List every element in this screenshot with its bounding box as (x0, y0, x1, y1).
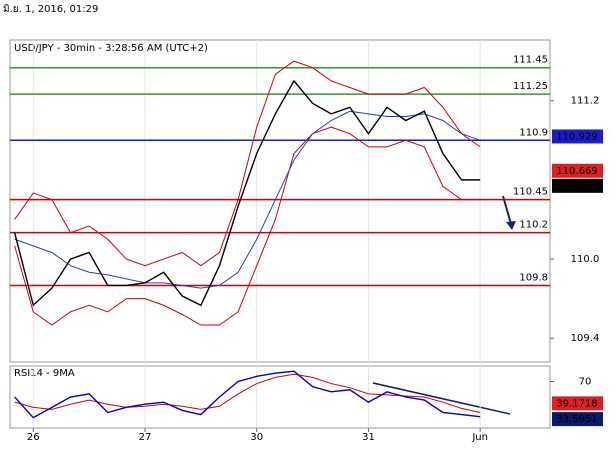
rsi-title: RSI14 - 9MA (14, 368, 75, 379)
forecast-arrow-head (506, 221, 516, 230)
price-badge (552, 178, 603, 193)
x-tick-label: 27 (139, 432, 152, 443)
level-label: 111.25 (513, 81, 548, 92)
series-line (14, 60, 481, 267)
x-tick-label: Jun (471, 432, 488, 443)
x-tick-label: 31 (362, 432, 375, 443)
level-label: 110.45 (513, 187, 548, 198)
y-tick-label: 110.0 (571, 254, 600, 265)
y-tick-label: 70 (579, 377, 592, 388)
x-tick-label: 30 (250, 432, 263, 443)
series-line (14, 370, 481, 419)
header-date: มิ.ย. 1, 2016, 01:29 (3, 4, 98, 15)
level-label: 110.2 (519, 220, 548, 231)
level-label: 110.9 (519, 127, 548, 138)
price-badge-label: 110.555 (556, 181, 597, 192)
rsi-panel (9, 365, 551, 429)
rsi-trend-line (372, 382, 511, 415)
y-tick-label: 109.4 (571, 333, 600, 344)
main-panel (9, 39, 551, 363)
series-line (14, 110, 481, 289)
y-tick-label: 111.2 (571, 96, 600, 107)
price-badge (552, 396, 603, 411)
price-badge-label: 33.5951 (556, 414, 597, 425)
price-badge-label: 110.669 (556, 166, 597, 177)
level-label: 111.45 (513, 55, 548, 66)
series-line (14, 126, 481, 326)
level-label: 109.8 (519, 272, 548, 283)
chart-title: USD/JPY - 30min - 3:28:56 AM (UTC+2) (14, 43, 208, 54)
price-badge-label: 110.929 (556, 131, 597, 142)
price-badge (552, 129, 603, 144)
forecast-arrow (502, 195, 512, 225)
price-badge-label: 39.1718 (556, 398, 597, 409)
price-badge (552, 163, 603, 178)
series-line (13, 79, 481, 307)
x-tick-label: 26 (27, 432, 40, 443)
price-badge (552, 412, 603, 427)
